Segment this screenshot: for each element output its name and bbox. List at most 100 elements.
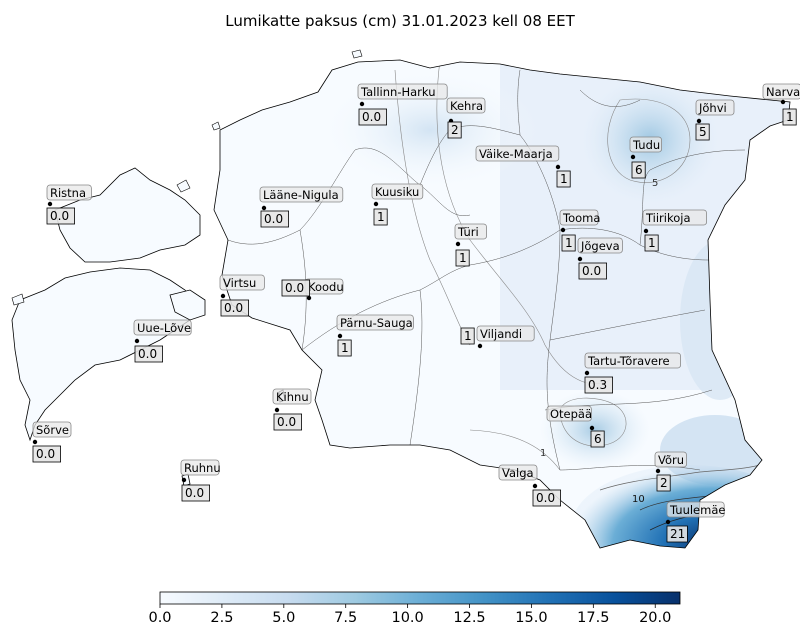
station-lääne-nigula: Lääne-Nigula 0.0 xyxy=(259,186,344,228)
station-dot xyxy=(337,333,343,339)
station-name-box xyxy=(695,99,735,116)
station-dot xyxy=(555,164,561,170)
station-value-box xyxy=(220,299,250,317)
station-dot xyxy=(665,519,671,525)
station-value: 5 xyxy=(699,125,707,139)
colorbar-tick-label: 7.5 xyxy=(334,610,357,626)
station-tudu: Tudu 6 xyxy=(629,136,663,179)
station-value-box xyxy=(782,108,797,126)
station-value-box xyxy=(644,234,659,252)
station-dot xyxy=(630,154,636,160)
station-value: 2 xyxy=(451,123,459,137)
station-türi: Türi 1 xyxy=(454,223,488,267)
station-name: Ristna xyxy=(50,186,86,200)
station-tuulemäe: Tuulemäe 21 xyxy=(665,501,725,543)
station-value: 1 xyxy=(560,172,568,186)
station-value-box xyxy=(260,210,290,228)
station-name-box xyxy=(654,451,688,468)
station-value-box xyxy=(273,413,303,431)
station-dot xyxy=(780,99,786,105)
station-name: Tooma xyxy=(562,211,600,225)
station-value: 0.0 xyxy=(36,447,55,461)
station-value: 0.0 xyxy=(50,209,69,223)
station-name-box xyxy=(559,209,599,226)
station-uue-lõve: Uue-Lõve 0.0 xyxy=(133,319,192,363)
station-name-box xyxy=(446,97,486,114)
station-value-box xyxy=(556,170,571,188)
station-value: 0.0 xyxy=(536,491,555,505)
station-value: 1 xyxy=(459,251,467,265)
station-name-box xyxy=(642,209,707,226)
islet xyxy=(176,179,191,193)
station-name: Tudu xyxy=(632,138,660,152)
station-name: Jõgeva xyxy=(580,239,620,253)
islet xyxy=(351,49,363,59)
station-kuusiku: Kuusiku 1 xyxy=(371,183,424,226)
islet xyxy=(11,293,25,306)
station-pärnu-sauga: Pärnu-Sauga 1 xyxy=(336,314,414,357)
station-value: 0.0 xyxy=(185,486,204,500)
station-kehra: Kehra 2 xyxy=(446,97,486,139)
station-value-box xyxy=(281,279,311,297)
station-name-box xyxy=(666,501,725,518)
station-value: 1 xyxy=(464,329,472,343)
station-value: 0.3 xyxy=(588,378,607,392)
station-name: Pärnu-Sauga xyxy=(340,316,413,330)
station-value-box xyxy=(656,474,671,492)
station-kihnu: Kihnu 0.0 xyxy=(272,388,312,431)
colorbar-tick-label: 0.0 xyxy=(148,610,171,626)
station-dot xyxy=(584,370,590,376)
station-value: 1 xyxy=(565,236,573,250)
station-name-box xyxy=(272,388,312,405)
station-dot xyxy=(134,338,140,344)
station-value-box xyxy=(181,484,211,502)
contour-label-1: 1 xyxy=(540,448,546,459)
islet xyxy=(211,121,221,131)
colorbar-tick-label: 20.0 xyxy=(639,610,671,626)
colorbar-tick-label: 5.0 xyxy=(272,610,295,626)
station-value-box xyxy=(32,445,62,463)
station-tartu-tõravere: Tartu-Tõravere 0.3 xyxy=(584,352,681,394)
station-dot xyxy=(455,241,461,247)
station-ristna: Ristna 0.0 xyxy=(46,184,92,225)
station-name-box xyxy=(46,184,92,201)
station-value-box xyxy=(358,108,388,126)
station-value-box xyxy=(46,207,76,225)
station-koodu: Koodu 0.0 xyxy=(281,278,344,301)
station-name-box xyxy=(32,421,72,438)
contour-label-5: 5 xyxy=(652,178,658,189)
station-dot xyxy=(577,256,583,262)
colorbar-tick-label: 15.0 xyxy=(515,610,547,626)
station-name: Valga xyxy=(502,466,534,480)
station-name-box xyxy=(498,464,538,481)
station-value: 0.0 xyxy=(264,212,283,226)
station-viljandi: Viljandi 1 xyxy=(460,325,535,349)
station-value: 0.0 xyxy=(362,110,381,124)
station-ruhnu: Ruhnu 0.0 xyxy=(180,459,221,502)
station-value: 1 xyxy=(341,341,349,355)
station-dot xyxy=(477,343,483,349)
station-value: 0.0 xyxy=(285,281,304,295)
station-name-box xyxy=(180,459,220,476)
station-dot xyxy=(589,425,595,431)
station-value-box xyxy=(373,208,388,226)
colorbar-ticks: 0.0 2.5 5.0 7.5 10.0 12.5 15.0 17.5 20.0 xyxy=(148,604,671,626)
station-dot xyxy=(532,483,538,489)
station-virtsu: Virtsu 0.0 xyxy=(219,274,265,317)
station-dot xyxy=(274,407,280,413)
station-value-box xyxy=(337,339,352,357)
station-dot xyxy=(261,205,267,211)
station-value-box xyxy=(590,430,605,448)
station-dot xyxy=(560,227,566,233)
station-value-box xyxy=(460,327,475,345)
station-value: 6 xyxy=(635,163,643,177)
station-value-box xyxy=(134,345,164,363)
station-tooma: Tooma 1 xyxy=(559,209,600,252)
station-name-box xyxy=(476,325,535,342)
station-dot xyxy=(643,228,649,234)
island-hiiumaa xyxy=(54,167,201,263)
station-dot xyxy=(306,295,312,301)
